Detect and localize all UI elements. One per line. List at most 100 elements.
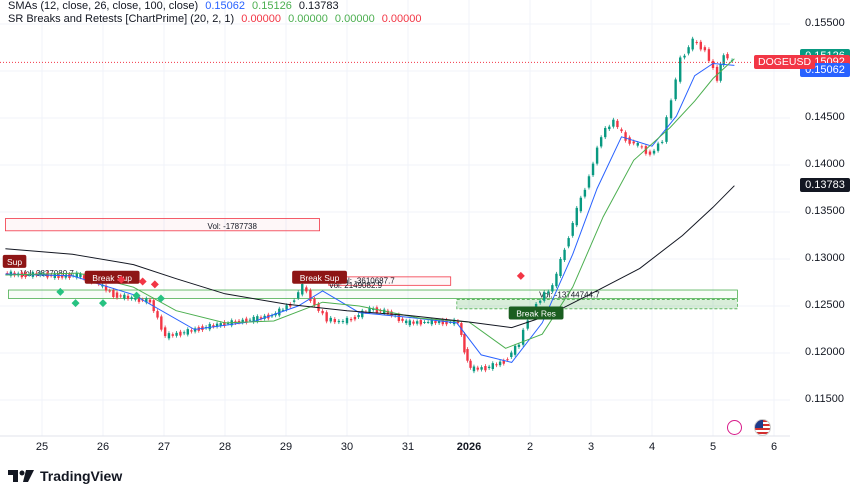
sma100-legend-value: 0.13783: [298, 0, 339, 12]
green-diamond: [132, 291, 141, 300]
candle-body: [345, 317, 349, 324]
x-tick-label: 2026: [456, 441, 482, 453]
candle-body: [212, 325, 215, 327]
sma26-legend-value: 0.15126: [252, 0, 292, 12]
candle-body: [193, 328, 197, 332]
candle-body: [726, 54, 729, 59]
candle-body: [526, 320, 529, 329]
candle-body: [430, 319, 433, 325]
candle-body: [108, 290, 111, 292]
candle-body: [612, 119, 615, 127]
candle-body: [487, 366, 491, 369]
tradingview-logo-text: TradingView: [40, 468, 123, 484]
signal-label: Sup: [7, 257, 22, 267]
candle-body: [480, 367, 483, 370]
candle-body: [563, 249, 566, 261]
red-diamond: [117, 275, 126, 284]
candle-body: [329, 317, 332, 322]
x-tick-label: 4: [648, 441, 656, 453]
candle-body: [506, 359, 509, 361]
candle-body: [699, 41, 702, 50]
candle-body: [437, 320, 441, 324]
x-tick-label: 5: [709, 441, 717, 453]
candle-body: [616, 120, 619, 128]
candle-body: [215, 323, 219, 327]
candle-body: [145, 298, 148, 303]
candle-body: [368, 307, 371, 313]
candle-body: [707, 49, 711, 61]
candle-body: [434, 320, 437, 324]
red-diamond: [150, 280, 159, 289]
candle-body: [241, 319, 244, 323]
x-tick-label: 2: [526, 441, 534, 453]
candle-body: [397, 314, 401, 322]
flash-icon[interactable]: [727, 420, 742, 435]
candle-body: [628, 137, 631, 144]
candle-body: [123, 294, 126, 299]
candle-body: [665, 117, 668, 142]
candle-body: [551, 285, 554, 292]
candle-body: [538, 300, 542, 303]
candle-body: [289, 304, 292, 307]
candle-body: [604, 127, 607, 138]
candle-body: [171, 334, 174, 336]
y-tick-label: 0.14000: [805, 158, 845, 170]
candle-body: [620, 129, 623, 132]
candle-body: [325, 312, 328, 322]
candle-body: [495, 364, 498, 366]
candle-body: [357, 315, 360, 318]
candle-body: [469, 360, 472, 368]
sma100-price-tag: 0.13783: [800, 178, 850, 193]
sr-legend: SR Breaks and Retests [ChartPrime] (20, …: [8, 13, 422, 25]
candle-body: [648, 151, 652, 155]
green-diamond: [156, 294, 165, 303]
tradingview-logo-icon: [8, 470, 34, 482]
support-zone-label: Vol: -13744744.7: [539, 290, 600, 299]
resistance-zone-label: Vol: -3610687.7: [339, 276, 396, 285]
red-diamond: [138, 277, 147, 286]
candle-body: [401, 318, 404, 321]
candle-body: [636, 143, 639, 146]
candle-body: [412, 321, 415, 324]
candle-body: [587, 176, 591, 188]
candle-body: [498, 361, 502, 366]
candle-body: [321, 310, 324, 314]
candle-body: [669, 100, 673, 119]
candle-body: [476, 367, 479, 370]
tradingview-logo[interactable]: TradingView: [8, 468, 122, 484]
sr-legend-value-3: 0.00000: [334, 13, 375, 25]
candle-body: [361, 310, 364, 318]
sma-legend-title: SMAs (12, close, 26, close, 100, close): [8, 0, 199, 12]
candle-body: [419, 320, 423, 325]
candle-body: [152, 300, 155, 312]
signal-marks: Sup Break Sup Break Sup Break Res: [2, 254, 564, 320]
y-tick-label: 0.13000: [805, 252, 845, 264]
candle-body: [491, 363, 494, 369]
candle-body: [252, 316, 255, 322]
candle-body: [404, 320, 408, 324]
candle-body: [256, 316, 259, 322]
candle-body: [502, 360, 505, 364]
us-flag-icon[interactable]: [754, 419, 771, 436]
candle-body: [463, 333, 466, 353]
x-tick-label: 26: [96, 441, 110, 453]
sma-series: [5, 58, 735, 363]
candle-body: [259, 317, 263, 319]
candle-body: [53, 274, 57, 278]
y-tick-label: 0.12000: [805, 346, 845, 358]
candle-body: [79, 274, 82, 278]
candle-body: [543, 292, 546, 301]
green-diamond: [56, 287, 65, 296]
candle-body: [408, 320, 412, 326]
candle-body: [452, 319, 456, 325]
candle-body: [583, 189, 587, 197]
candle-body: [313, 298, 316, 306]
sr-legend-title: SR Breaks and Retests [ChartPrime] (20, …: [8, 13, 235, 25]
candle-body: [722, 55, 725, 66]
candle-body: [456, 320, 460, 324]
sma100-line: [5, 185, 735, 329]
signal-label: Break Sup: [300, 273, 340, 283]
candle-body: [163, 327, 167, 337]
resistance-zone-label: Vol: -1787738: [208, 222, 258, 231]
